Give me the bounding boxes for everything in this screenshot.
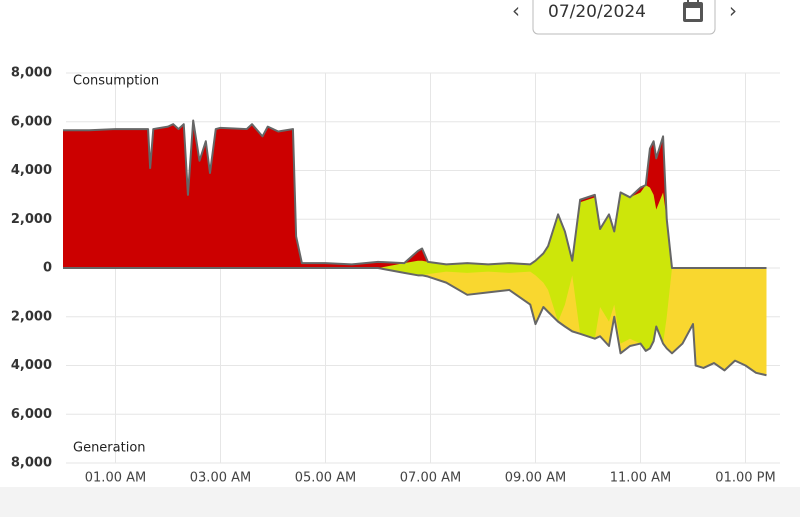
y-tick-label: 0 <box>43 261 52 276</box>
x-tick-label: 01.00 AM <box>85 471 146 486</box>
footer-band <box>0 487 800 517</box>
y-tick-label: 2,000 <box>11 309 52 324</box>
y-tick-label: 6,000 <box>11 407 52 422</box>
area-mirror <box>63 268 767 351</box>
line <box>63 267 767 377</box>
calendar-icon[interactable] <box>683 0 703 22</box>
y-tick-label: 2,000 <box>11 212 52 227</box>
y-tick-label: 4,000 <box>11 358 52 373</box>
y-tick-label: 6,000 <box>11 114 52 129</box>
x-tick-label: 05.00 AM <box>295 471 356 486</box>
x-tick-label: 01.00 PM <box>715 471 775 486</box>
y-tick-label: 4,000 <box>11 163 52 178</box>
prev-day[interactable]: ‹ <box>512 0 520 23</box>
x-tick-label: 03.00 AM <box>190 471 251 486</box>
x-tick-label: 09.00 AM <box>505 471 566 486</box>
y-tick-label: 8,000 <box>11 66 52 81</box>
date-picker[interactable] <box>532 0 716 35</box>
line <box>63 119 767 269</box>
next-day[interactable]: › <box>729 0 737 23</box>
annotation: Generation <box>73 441 146 456</box>
date-text: 07/20/2024 <box>548 2 646 22</box>
x-tick-label: 07.00 AM <box>400 471 461 486</box>
area <box>63 185 767 268</box>
annotation: Consumption <box>73 74 159 89</box>
x-tick-label: 11.00 AM <box>610 471 671 486</box>
y-tick-label: 8,000 <box>11 456 52 471</box>
